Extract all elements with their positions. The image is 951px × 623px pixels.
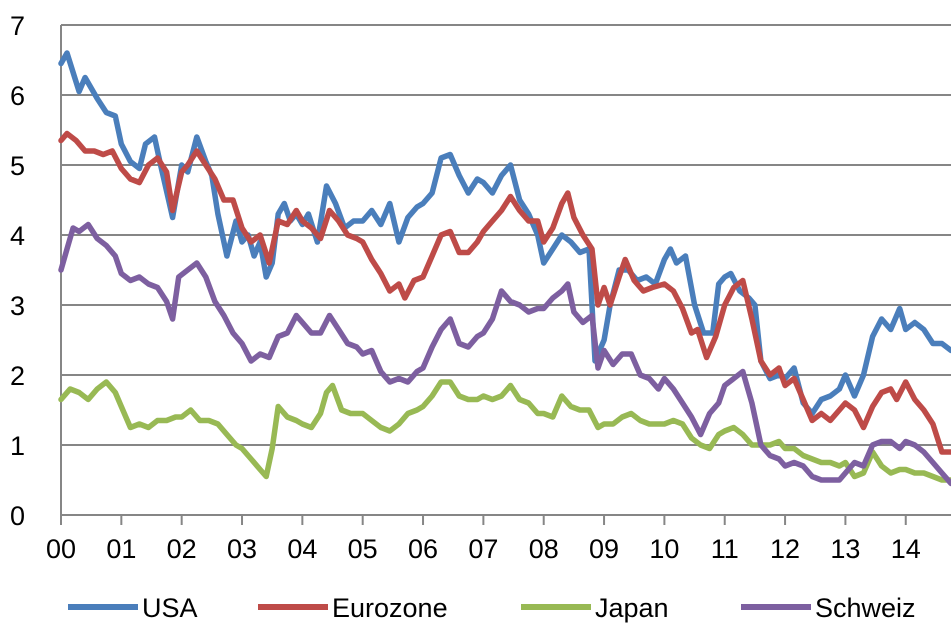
series-line-usa [58,50,951,417]
y-tick-label: 7 [10,11,25,41]
x-tick-label: 11 [711,534,739,564]
x-tick-label: 00 [46,534,76,564]
x-tick-label: 10 [649,534,679,564]
series-line-schweiz [58,221,951,487]
y-tick-label: 3 [10,291,25,321]
x-tick-label: 01 [106,534,136,564]
x-tick-label: 12 [770,534,800,564]
y-tick-label: 0 [10,501,25,531]
series-line-eurozone [58,130,951,455]
x-tick-label: 05 [348,534,378,564]
x-tick-label: 08 [529,534,559,564]
y-tick-label: 5 [10,151,25,181]
legend-label-eurozone: Eurozone [332,593,448,623]
legend-label-schweiz: Schweiz [815,593,916,623]
x-tick-label: 03 [227,534,257,564]
x-tick-label: 14 [891,534,921,564]
y-tick-label: 4 [10,221,25,251]
series-line-japan [58,379,951,483]
legend: USA Eurozone Japan Schweiz [68,593,916,623]
x-tick-label: 13 [830,534,860,564]
legend-label-japan: Japan [595,593,669,623]
x-tick-label: 09 [589,534,619,564]
axes [60,25,951,525]
x-tick-label: 06 [408,534,438,564]
x-tick-label: 07 [468,534,498,564]
gridlines [61,24,951,446]
legend-label-usa: USA [142,593,198,623]
y-tick-label: 2 [10,361,25,391]
y-tick-label: 1 [10,431,25,461]
x-tick-label: 04 [287,534,317,564]
y-tick-label: 6 [10,81,25,111]
series-lines [58,50,951,487]
x-tick-label: 02 [167,534,197,564]
